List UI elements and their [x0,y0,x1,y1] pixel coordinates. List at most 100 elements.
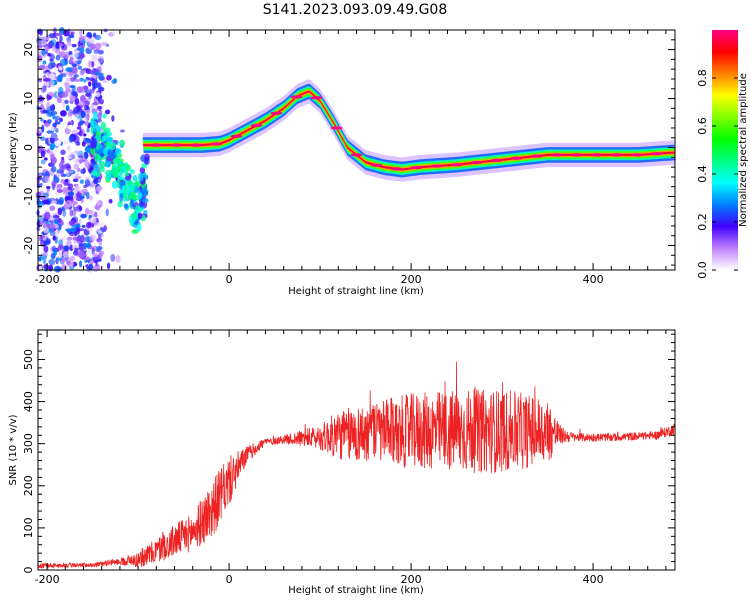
ridge-core [570,153,583,157]
noise-dot [124,176,131,181]
x-tick-label: 400 [583,573,604,586]
noise-dot [109,141,116,151]
noise-dot [45,185,51,190]
noise-dot [63,29,70,37]
noise-dot [81,141,86,147]
noise-dot [79,121,84,126]
noise-dot [72,52,79,59]
noise-dot [38,78,43,83]
noise-dot [91,169,97,176]
snr-series [37,361,676,569]
noise-dot [138,201,145,208]
noise-dot [96,246,103,251]
noise-dot [43,78,51,82]
figure-title: S141.2023.093.09.49.G08 [263,2,448,18]
noise-dot [71,200,78,205]
noise-dot [65,256,72,265]
noise-dot [106,74,112,81]
noise-dot [83,79,87,83]
noise-dot [69,244,74,252]
noise-dot [55,41,60,49]
y-tick-label: -20 [22,237,35,255]
noise-dot [132,174,138,182]
x-tick-label: 400 [583,273,604,286]
noise-dot [90,259,94,265]
noise-dot [98,109,103,116]
noise-dot [43,35,51,41]
noise-dot [95,130,100,137]
noise-dot [96,264,101,271]
noise-dot [56,97,62,104]
noise-dot [101,135,107,142]
noise-dot [73,49,77,53]
noise-dot [79,94,86,103]
noise-dot [47,125,55,132]
noise-dot [83,85,89,90]
noise-dot [43,227,50,234]
noise-dot [74,97,80,105]
noise-dot [100,42,108,46]
noise-dot [85,221,92,229]
noise-dot [46,119,52,124]
noise-dot [41,124,45,133]
noise-dot [43,211,51,220]
noise-dot [92,253,99,258]
noise-dot [49,84,56,88]
noise-dot [85,256,91,261]
noise-dot [45,170,50,177]
noise-dot [56,199,64,205]
noise-dot [91,120,98,127]
noise-dot [115,255,121,263]
noise-dot [79,69,85,76]
noise-dot [48,33,56,39]
noise-dot [76,47,80,51]
noise-dot [94,222,100,227]
noise-dot [75,236,82,242]
y-tick-label: -10 [22,188,35,206]
noise-dot [81,38,86,45]
noise-dot [79,29,83,37]
noise-dot [55,257,63,261]
ridge-core [210,142,223,146]
noise-dot [48,190,53,196]
noise-dot [93,49,100,54]
noise-dot [75,185,80,192]
noise-dot [73,195,77,200]
noise-dot [124,162,129,167]
spectrogram-x-ticks: -200 0 200 400 [35,30,667,286]
noise-dot [113,205,120,209]
ridge-core [250,123,263,128]
ridge-core [390,167,403,171]
noise-dot [42,192,49,198]
colorbar-title: Normalized spectral amplitude [738,73,749,227]
noise-dot [96,200,101,206]
noise-dot [37,202,42,209]
noise-dot [73,163,80,170]
ridge-band [142,89,675,172]
noise-dot [86,138,92,143]
ridge-core [150,143,163,147]
noise-dot [69,95,76,102]
noise-dot [86,127,90,133]
noise-dot [45,71,50,79]
noise-dot [44,45,49,53]
x-tick-label: 0 [226,573,233,586]
y-tick-label: 400 [22,391,35,412]
noise-dot [104,109,111,115]
y-tick-label: 0 [22,144,35,151]
noise-dot [74,247,78,253]
noise-dot [91,54,98,61]
noise-dot [75,173,80,178]
noise-dot [97,148,104,155]
noise-dot [42,60,47,65]
noise-dot [69,109,73,114]
noise-dot [46,220,50,226]
colorbar-gradient [712,30,738,270]
ridge-core [190,143,203,147]
noise-dot [88,81,92,87]
ridge-core [610,153,623,157]
noise-dot [64,82,71,91]
noise-dot [44,157,48,161]
